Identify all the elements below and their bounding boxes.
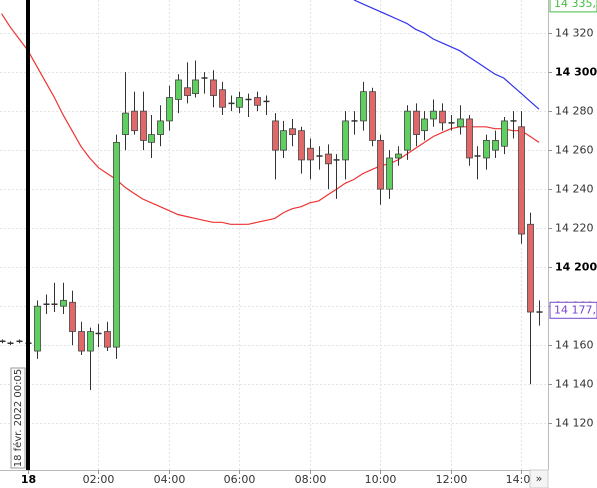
candle-body: [413, 110, 420, 135]
cursor-label-box: 18 févr. 2022 00:05: [10, 367, 26, 469]
candle-body: [166, 97, 173, 122]
candle-body: [404, 110, 411, 151]
x-tick-label: 18: [21, 473, 36, 486]
candle-body: [325, 153, 332, 165]
candle-body: [377, 140, 384, 190]
x-tick-label: 08:00: [295, 473, 327, 486]
candle-body: [157, 120, 164, 135]
candle-body: [439, 110, 446, 124]
y-tick-label: 14 120: [555, 417, 594, 430]
candle-body: [192, 79, 199, 95]
candle-body: [280, 130, 287, 151]
candle-body: [175, 79, 182, 100]
candle-body: [518, 126, 525, 235]
price-label: 14 177,9: [554, 303, 597, 316]
candle-body: [386, 157, 393, 190]
candle-body: [122, 112, 129, 135]
moving-average-line: [1, 13, 540, 225]
moving-average-line: [353, 0, 540, 110]
candle-body: [78, 331, 85, 352]
candle-body: [307, 147, 314, 161]
candle-body: [457, 118, 464, 128]
candle-body: [421, 118, 428, 132]
candle-body: [342, 120, 349, 161]
candle-body: [360, 91, 367, 122]
y-tick-label: 14 220: [555, 222, 594, 235]
x-tick-label: 10:00: [365, 473, 397, 486]
candle-body: [140, 110, 147, 141]
candle-body: [466, 118, 473, 159]
candle-body: [369, 91, 376, 141]
y-tick-label: 14 200: [555, 261, 597, 274]
candle-body: [184, 87, 191, 96]
candle-body: [113, 141, 120, 348]
y-tick-label: 14 260: [555, 144, 594, 157]
scroll-button-bg[interactable]: [529, 469, 549, 488]
x-tick-label: 06:00: [224, 473, 256, 486]
y-tick-label: 14 320: [555, 27, 594, 40]
plot: [0, 0, 543, 470]
candle-body: [236, 97, 243, 108]
x-tick-label: 14:00: [506, 473, 538, 486]
candle-body: [395, 153, 402, 159]
price-label: 14 335,0: [554, 0, 597, 10]
y-tick-label: 14 280: [555, 105, 594, 118]
candle-body: [298, 130, 305, 161]
x-tick-label: 02:00: [83, 473, 115, 486]
candle-body: [483, 140, 490, 159]
scroll-button[interactable]: »: [536, 472, 543, 485]
candle-body: [492, 140, 499, 151]
candle-body: [69, 301, 76, 332]
x-tick-label: 12:00: [436, 473, 468, 486]
candle-body: [289, 128, 296, 135]
candle-body: [131, 110, 138, 132]
candle-body: [527, 223, 534, 313]
candle-body: [219, 89, 226, 108]
y-tick-label: 14 140: [555, 378, 594, 391]
candle-body: [148, 134, 155, 143]
candle-body: [210, 79, 217, 96]
candle-body: [104, 331, 111, 348]
candle-body: [34, 305, 41, 352]
candle-body: [87, 331, 94, 352]
x-tick-label: 04:00: [154, 473, 186, 486]
candle-body: [430, 110, 437, 120]
price-label-box: [549, 301, 597, 319]
y-tick-label: 14 300: [555, 66, 597, 79]
grid: [0, 0, 548, 470]
candle-body: [254, 97, 261, 106]
cursor-label-bg: [10, 367, 26, 469]
y-tick-label: 14 160: [555, 339, 594, 352]
candle-body: [272, 120, 279, 151]
price-label-box: [549, 0, 597, 13]
y-tick-label: 14 240: [555, 183, 594, 196]
cursor-label: 18 févr. 2022 00:05: [12, 369, 24, 468]
candle-body: [501, 120, 508, 147]
candle-body: [60, 299, 67, 307]
